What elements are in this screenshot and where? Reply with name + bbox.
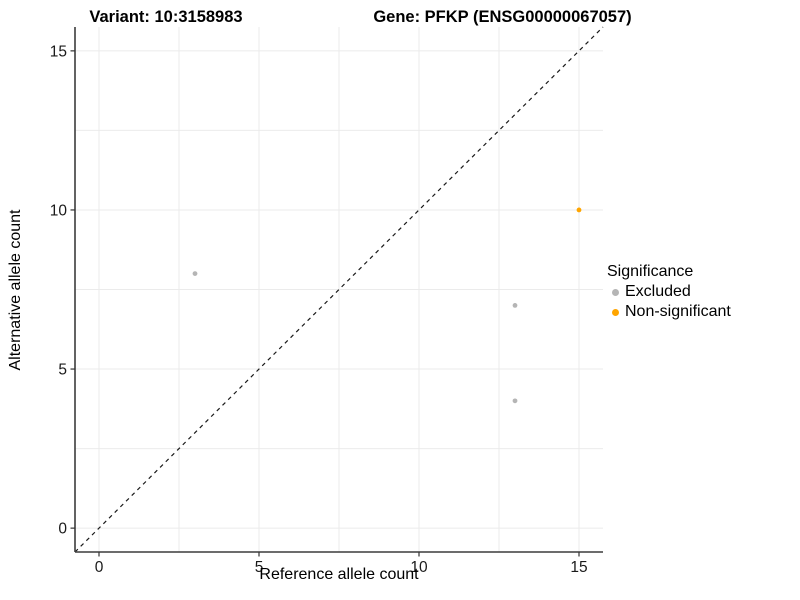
y-tick-label: 10 — [50, 202, 68, 219]
legend-entry-label: Excluded — [625, 283, 691, 300]
x-tick-label: 15 — [570, 559, 587, 576]
legend-title: Significance — [607, 263, 694, 280]
legend-entry-excluded: Excluded — [607, 282, 731, 302]
y-tick-label: 0 — [58, 521, 67, 538]
legend: Significance Excluded Non-significant — [607, 262, 731, 322]
legend-entry-non-significant: Non-significant — [607, 302, 731, 322]
x-tick-label: 10 — [410, 559, 428, 576]
x-axis-title: Reference allele count — [259, 566, 419, 583]
y-tick-label: 5 — [58, 362, 67, 379]
x-tick-label: 5 — [255, 559, 264, 576]
legend-key-dot-icon — [612, 288, 619, 296]
y-tick-label: 15 — [50, 43, 67, 60]
data-point-excluded — [192, 271, 198, 276]
data-point-non-significant — [576, 207, 582, 213]
data-point-excluded — [512, 398, 518, 404]
plot-title-gene: Gene: PFKP (ENSG00000067057) — [373, 8, 632, 26]
legend-key-dot-icon — [612, 308, 619, 316]
y-axis-title: Alternative allele count — [7, 209, 24, 371]
legend-entry-label: Non-significant — [625, 303, 731, 320]
legend-entries: Excluded Non-significant — [607, 282, 731, 322]
plot-title-variant: Variant: 10:3158983 — [89, 8, 243, 26]
x-tick-label: 0 — [95, 559, 104, 576]
data-point-excluded — [512, 303, 518, 308]
